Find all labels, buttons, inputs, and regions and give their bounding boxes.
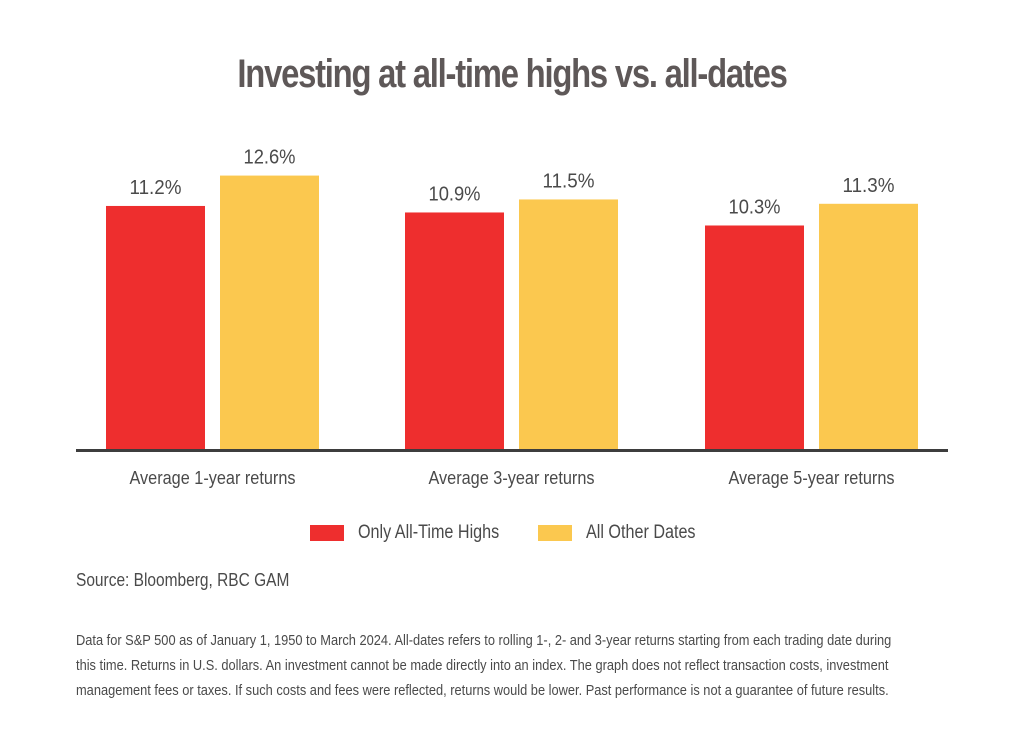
note-line: management fees or taxes. If such costs … — [76, 682, 889, 699]
bar-chart: 11.2% 12.6% Average 1-year returns 10.9% 11.… — [76, 147, 948, 488]
x-axis-line — [76, 449, 948, 452]
bar-all-time-highs — [106, 205, 205, 449]
legend-swatch-yellow — [537, 525, 572, 541]
legend-item-all-time-highs: Only All-Time Highs — [309, 522, 524, 544]
legend-swatch-red — [309, 525, 344, 541]
legend-item-all-other-dates: All Other Dates — [537, 522, 715, 544]
data-label: 12.6% — [244, 147, 296, 169]
bar-all-other-dates — [519, 199, 618, 449]
chart-title: Investing at all-time highs vs. all-date… — [237, 52, 787, 96]
bar-all-time-highs — [405, 212, 504, 449]
category-tick-label: Average 5-year returns — [729, 468, 895, 488]
bar-all-other-dates — [819, 203, 918, 449]
bar-all-other-dates — [220, 175, 319, 449]
category-tick-label: Average 1-year returns — [130, 468, 296, 488]
data-label: 10.9% — [429, 183, 481, 205]
legend: Only All-Time Highs All Other Dates — [0, 522, 1024, 544]
data-label: 11.3% — [843, 175, 895, 197]
data-label: 10.3% — [729, 196, 781, 218]
legend-label: All Other Dates — [585, 522, 696, 543]
legend-label: Only All-Time Highs — [357, 522, 499, 543]
disclaimer-note: Data for S&P 500 as of January 1, 1950 t… — [76, 628, 940, 703]
bar-all-time-highs — [705, 225, 804, 449]
data-label: 11.2% — [130, 177, 182, 199]
note-line: Data for S&P 500 as of January 1, 1950 t… — [76, 632, 892, 649]
source-text: Source: Bloomberg, RBC GAM — [76, 570, 290, 590]
note-line: this time. Returns in U.S. dollars. An i… — [76, 657, 889, 674]
data-label: 11.5% — [543, 170, 595, 192]
category-tick-label: Average 3-year returns — [429, 468, 595, 488]
